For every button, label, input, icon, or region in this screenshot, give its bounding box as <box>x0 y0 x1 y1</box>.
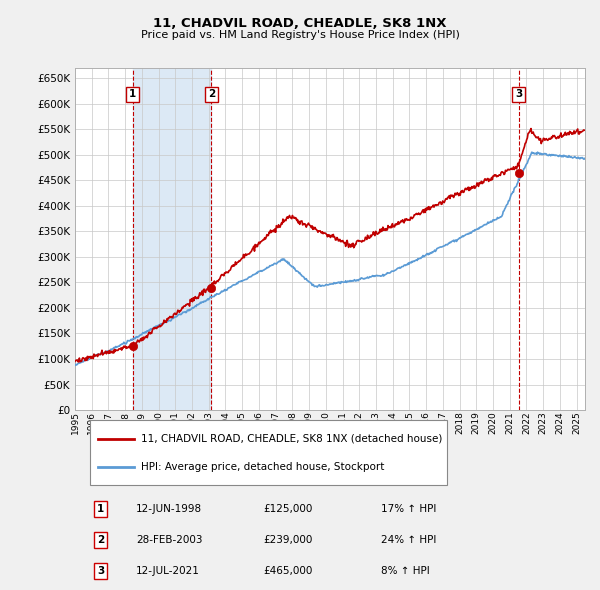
Text: 12-JUL-2021: 12-JUL-2021 <box>136 566 200 576</box>
FancyBboxPatch shape <box>90 420 448 486</box>
Text: 8% ↑ HPI: 8% ↑ HPI <box>381 566 430 576</box>
Text: 17% ↑ HPI: 17% ↑ HPI <box>381 504 436 514</box>
Text: 11, CHADVIL ROAD, CHEADLE, SK8 1NX (detached house): 11, CHADVIL ROAD, CHEADLE, SK8 1NX (deta… <box>142 434 443 444</box>
Text: 1: 1 <box>97 504 104 514</box>
Text: 24% ↑ HPI: 24% ↑ HPI <box>381 535 436 545</box>
Text: £125,000: £125,000 <box>264 504 313 514</box>
Text: 2: 2 <box>97 535 104 545</box>
Text: 12-JUN-1998: 12-JUN-1998 <box>136 504 202 514</box>
Text: 1: 1 <box>129 90 136 99</box>
Text: £239,000: £239,000 <box>264 535 313 545</box>
Text: 28-FEB-2003: 28-FEB-2003 <box>136 535 203 545</box>
Text: 2: 2 <box>208 90 215 99</box>
Bar <box>133 68 211 410</box>
Text: HPI: Average price, detached house, Stockport: HPI: Average price, detached house, Stoc… <box>142 462 385 472</box>
Text: 3: 3 <box>515 90 522 99</box>
Text: Price paid vs. HM Land Registry's House Price Index (HPI): Price paid vs. HM Land Registry's House … <box>140 30 460 40</box>
Text: 11, CHADVIL ROAD, CHEADLE, SK8 1NX: 11, CHADVIL ROAD, CHEADLE, SK8 1NX <box>153 17 447 30</box>
Text: £465,000: £465,000 <box>264 566 313 576</box>
Text: 3: 3 <box>97 566 104 576</box>
